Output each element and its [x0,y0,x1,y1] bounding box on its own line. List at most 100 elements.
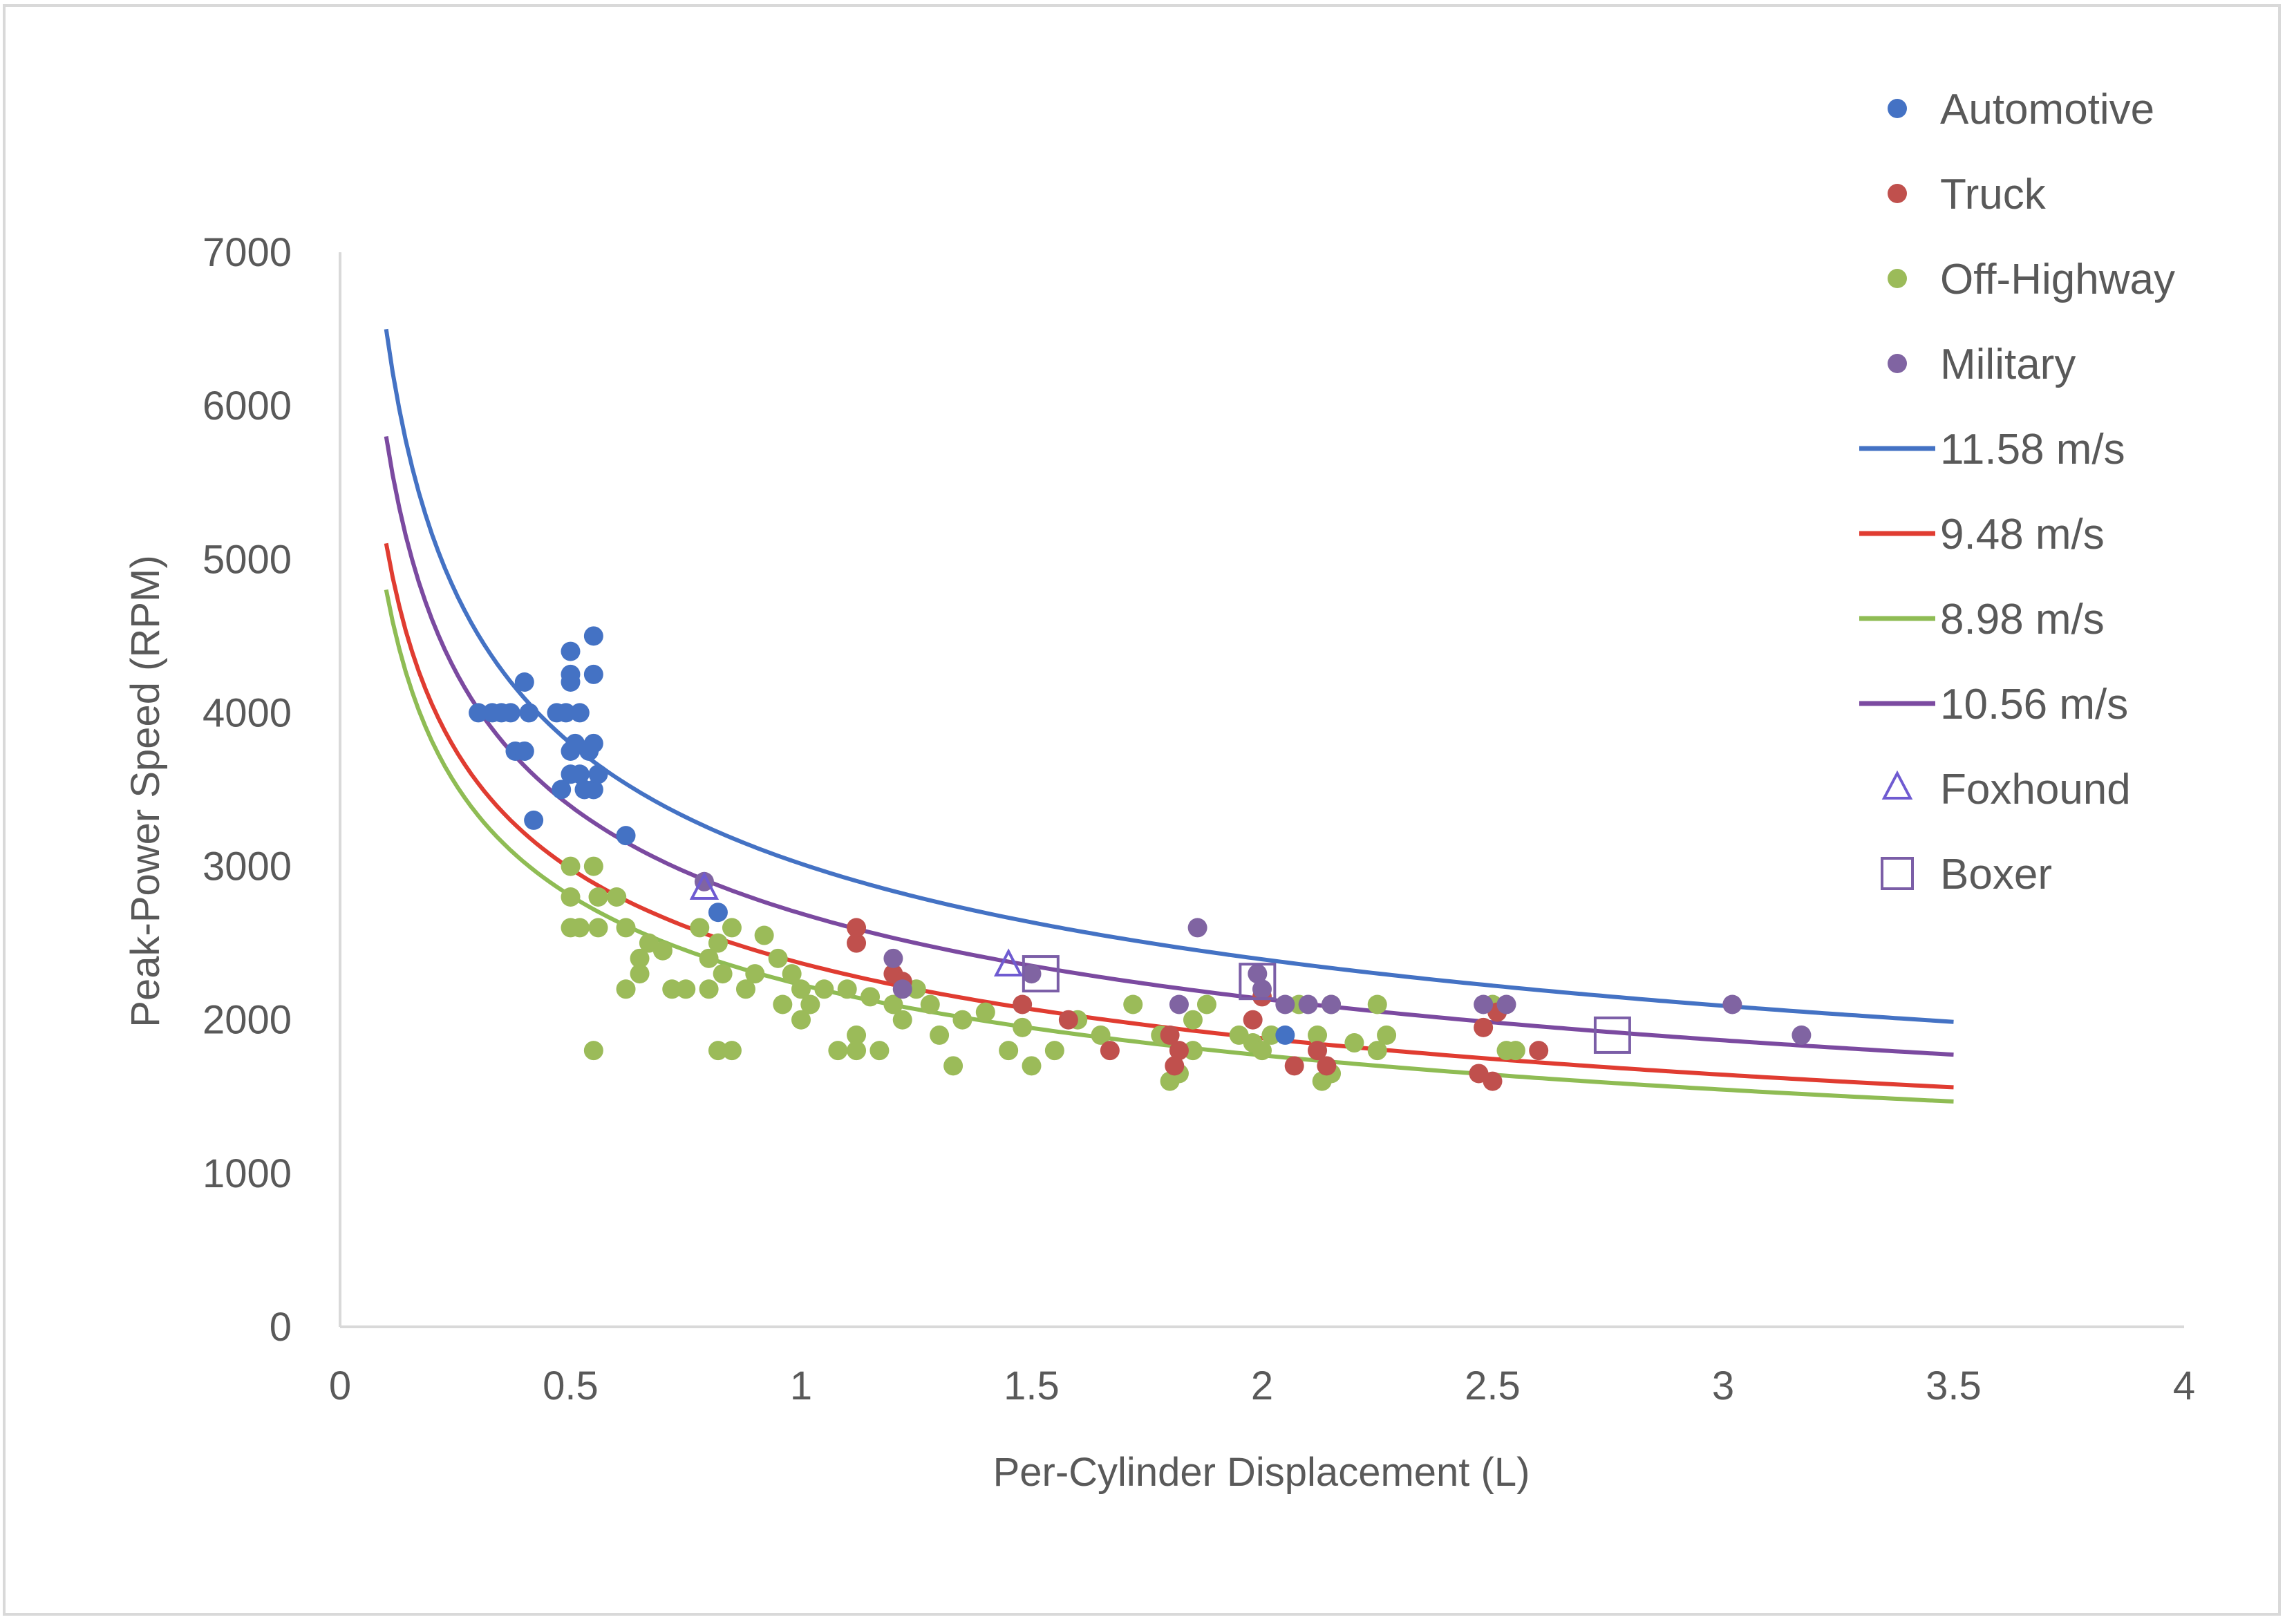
point-truck [1529,1041,1549,1061]
point-military [1322,994,1342,1014]
x-tick-labels: 0 0.5 1 1.5 2 2.5 3 3.5 4 [329,1363,2195,1408]
point-off-highway [1261,1025,1281,1045]
point-military [1252,979,1272,999]
point-off-highway [630,964,650,984]
y-tick-label: 7000 [203,230,292,275]
point-truck [1100,1041,1120,1061]
point-off-highway [847,1025,867,1045]
point-off-highway [735,979,755,999]
point-off-highway [708,1041,728,1061]
point-off-highway [699,948,719,968]
legend-label-9-48-m-s: 9.48 m/s [1940,511,2105,558]
point-off-highway [1091,1025,1111,1045]
point-military [1792,1025,1812,1045]
x-tick-label: 1.5 [1004,1363,1060,1408]
legend-swatch-military [1888,354,1907,373]
point-truck [1013,994,1033,1014]
y-tick-label: 5000 [203,537,292,582]
point-truck [1483,1071,1503,1091]
x-tick-label: 0.5 [543,1363,599,1408]
point-off-highway [1123,994,1143,1014]
x-tick-label: 2 [1251,1363,1273,1408]
x-axis-title: Per-Cylinder Displacement (L) [993,1450,1530,1495]
point-truck [1058,1010,1078,1030]
point-military [1722,994,1742,1014]
x-tick-label: 3 [1712,1363,1734,1408]
point-truck [1284,1056,1304,1076]
point-off-highway [1308,1025,1328,1045]
point-off-highway [588,918,608,938]
point-automotive [588,764,608,784]
point-off-highway [1252,1041,1272,1061]
y-tick-labels: 0 1000 2000 3000 4000 5000 6000 7000 [203,230,292,1350]
point-foxhound [689,871,720,900]
y-tick-label: 3000 [203,844,292,889]
point-truck [1160,1025,1180,1045]
point-boxer [1239,963,1277,1001]
point-off-highway [583,856,603,876]
point-off-highway [662,979,682,999]
point-military [1187,918,1207,938]
y-axis-title: Peak-Power Speed (RPM) [123,555,168,1027]
legend-swatch-automotive [1888,99,1907,118]
point-automotive [1275,1025,1295,1045]
legend-label-8-98-m-s: 8.98 m/s [1940,596,2105,643]
legend-label-foxhound: Foxhound [1940,766,2131,813]
point-truck [1169,1041,1189,1061]
point-off-highway [869,1041,890,1061]
point-off-highway [1044,1041,1064,1061]
point-off-highway [722,1041,742,1061]
legend-label-off-highway: Off-Highway [1940,256,2175,303]
legend-label-10-56-m-s: 10.56 m/s [1940,681,2128,728]
point-military [1496,994,1516,1014]
point-automotive [583,626,603,646]
point-truck [1474,1017,1494,1037]
point-off-highway [676,979,696,999]
point-off-highway [1013,1017,1033,1037]
point-off-highway [699,979,719,999]
y-tick-label: 1000 [203,1151,292,1196]
point-boxer [1593,1016,1631,1054]
point-military [1275,994,1295,1014]
x-tick-label: 2.5 [1465,1363,1521,1408]
y-tick-label: 0 [270,1305,292,1350]
y-tick-label: 2000 [203,998,292,1043]
point-off-highway [1344,1033,1364,1053]
point-automotive [570,703,590,723]
point-truck [1308,1041,1328,1061]
point-off-highway [1022,1056,1042,1076]
point-truck [1243,1010,1263,1030]
point-automotive [500,703,520,723]
point-off-highway [892,1010,912,1030]
point-boxer [1022,955,1060,993]
point-military [892,979,912,999]
point-automotive [519,703,539,723]
point-off-highway [828,1041,848,1061]
point-automotive [583,780,603,800]
point-automotive [556,703,576,723]
point-off-highway [616,979,636,999]
point-truck [1165,1056,1185,1076]
point-off-highway [616,918,636,938]
point-off-highway [791,979,811,999]
point-off-highway [1367,1041,1387,1061]
legend-swatch-boxer [1881,857,1914,890]
point-foxhound [993,948,1024,977]
point-off-highway [754,925,774,945]
point-off-highway [588,887,608,907]
legend-swatch-off-highway [1888,269,1907,288]
point-off-highway [1505,1041,1525,1061]
x-tick-label: 1 [790,1363,812,1408]
point-off-highway [583,1041,603,1061]
point-automotive [583,733,603,753]
point-military [1298,994,1318,1014]
point-off-highway [814,979,834,999]
x-tick-label: 4 [2173,1363,2195,1408]
point-automotive [469,703,489,723]
point-off-highway [800,994,820,1014]
point-off-highway [768,948,788,968]
point-off-highway [773,994,793,1014]
point-truck [1317,1056,1337,1076]
point-off-highway [930,1025,950,1045]
